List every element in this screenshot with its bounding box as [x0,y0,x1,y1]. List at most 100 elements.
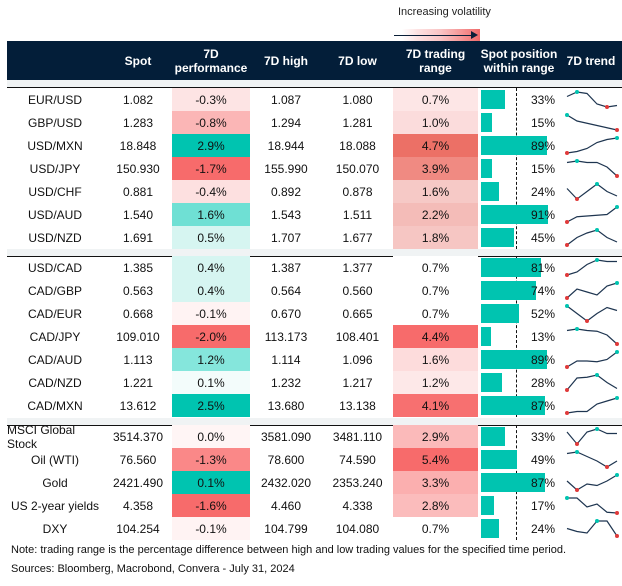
trading-range-cell: 5.4% [393,448,478,471]
trading-range-cell: 4.7% [393,134,478,157]
trend-line [566,474,618,491]
position-percent: 24% [530,184,555,199]
position-percent: 91% [530,207,555,222]
position-bar [481,228,515,247]
position-percent: 33% [530,92,555,107]
table-row: CAD/JPY 109.010 -2.0% 113.173 108.401 4.4% 13% [7,325,622,348]
instrument-name: CAD/MXN [27,398,83,413]
instrument-name: USD/CAD [27,260,82,275]
low-value: 13.138 [339,398,376,413]
min-marker [605,465,609,469]
instrument-name: CAD/EUR [27,306,82,321]
performance-cell: -2.0% [172,325,250,348]
trading-range-cell: 4.4% [393,325,478,348]
position-percent: 24% [530,521,555,536]
performance-cell: -0.8% [172,111,250,134]
low-value: 18.088 [339,138,376,153]
position-percent: 87% [530,475,555,490]
position-bar [481,281,536,300]
position-percent: 28% [530,375,555,390]
divider [7,256,622,257]
group-separator [7,249,622,256]
trend-sparkline [565,258,617,277]
low-value: 1.096 [342,352,373,367]
spot-value: 150.930 [116,161,160,176]
trading-range-cell: 0.7% [393,279,478,302]
position-bar [481,136,547,155]
spot-value: 13.612 [119,398,157,413]
high-value: 78.600 [267,452,305,467]
high-value: 0.892 [270,184,302,199]
low-value: 0.665 [342,306,373,321]
performance-cell: 1.2% [172,348,250,371]
table-row: USD/CHF 0.881 -0.4% 0.892 0.878 1.6% 24% [7,180,622,203]
trading-range-cell: 2.2% [393,203,478,226]
position-bar [481,396,546,415]
high-value: 2432.020 [260,475,312,490]
max-marker [595,258,599,262]
table-row: USD/CAD 1.385 0.4% 1.387 1.377 0.7% 81% [7,256,622,279]
spot-value: 109.010 [116,329,160,344]
position-bar [481,182,499,201]
arrow-head-icon [471,31,478,39]
position-bar [481,473,546,492]
trend-sparkline [565,113,619,132]
position-bar [481,427,506,446]
trend-sparkline [565,396,619,415]
min-marker [565,273,569,277]
trend-line [566,397,618,414]
max-marker [575,450,579,454]
low-value: 104.080 [335,521,380,536]
max-marker [565,304,569,308]
volatility-gradient [402,29,480,43]
table-row: GBP/USD 1.283 -0.8% 1.294 1.281 1.0% 15% [7,111,622,134]
trading-range-cell: 0.7% [393,88,478,111]
spot-value: 0.881 [122,184,154,199]
trading-range-cell: 0.7% [393,302,478,325]
trend-sparkline [566,90,618,109]
min-marker [565,365,569,369]
max-marker [595,182,599,186]
header-7d-trading-range: 7D trading range [405,46,466,75]
trend-sparkline [565,281,619,300]
trend-line [566,451,618,468]
min-marker [585,319,589,323]
table-row: CAD/EUR 0.668 -0.1% 0.670 0.665 0.7% 52% [7,302,622,325]
spot-value: 0.563 [122,283,154,298]
instrument-name: USD/CHF [28,184,82,199]
table-row: USD/JPY 150.930 -1.7% 155.990 150.070 3.9% 15% [7,157,622,180]
high-value: 4.460 [270,498,302,513]
table-row: CAD/NZD 1.221 0.1% 1.232 1.217 1.2% 28% [7,371,622,394]
header-7d-low: 7D low [338,53,377,68]
trading-range-cell: 1.2% [393,371,478,394]
min-marker [565,388,569,392]
table-row: MSCI Global Stock 3514.370 0.0% 3581.090 348… [7,422,622,451]
trading-range-cell: 1.6% [393,348,478,371]
low-value: 2353.240 [332,475,383,490]
trend-sparkline [566,450,618,469]
performance-cell: 1.6% [172,203,250,226]
high-value: 1.114 [271,352,301,367]
instrument-name: CAD/AUD [27,352,82,367]
trading-range-cell: 0.7% [393,517,478,540]
min-marker [615,511,619,515]
spot-value: 18.848 [119,138,157,153]
trend-sparkline [566,159,619,178]
position-bar [481,519,499,538]
trend-sparkline [565,304,618,323]
performance-cell: 0.1% [172,371,250,394]
max-marker [615,473,619,477]
max-marker [595,519,599,523]
low-value: 74.590 [339,452,376,467]
trend-line [566,206,618,223]
instrument-name: USD/MXN [27,138,83,153]
min-marker [615,342,619,346]
performance-cell: -1.3% [172,448,250,471]
midpoint-dashed-line [516,256,517,417]
high-value: 1.232 [270,375,302,390]
min-marker [565,411,569,415]
low-value: 1.080 [342,92,373,107]
high-value: 104.799 [264,521,308,536]
divider [7,87,622,88]
instrument-name: MSCI Global Stock [7,422,76,451]
